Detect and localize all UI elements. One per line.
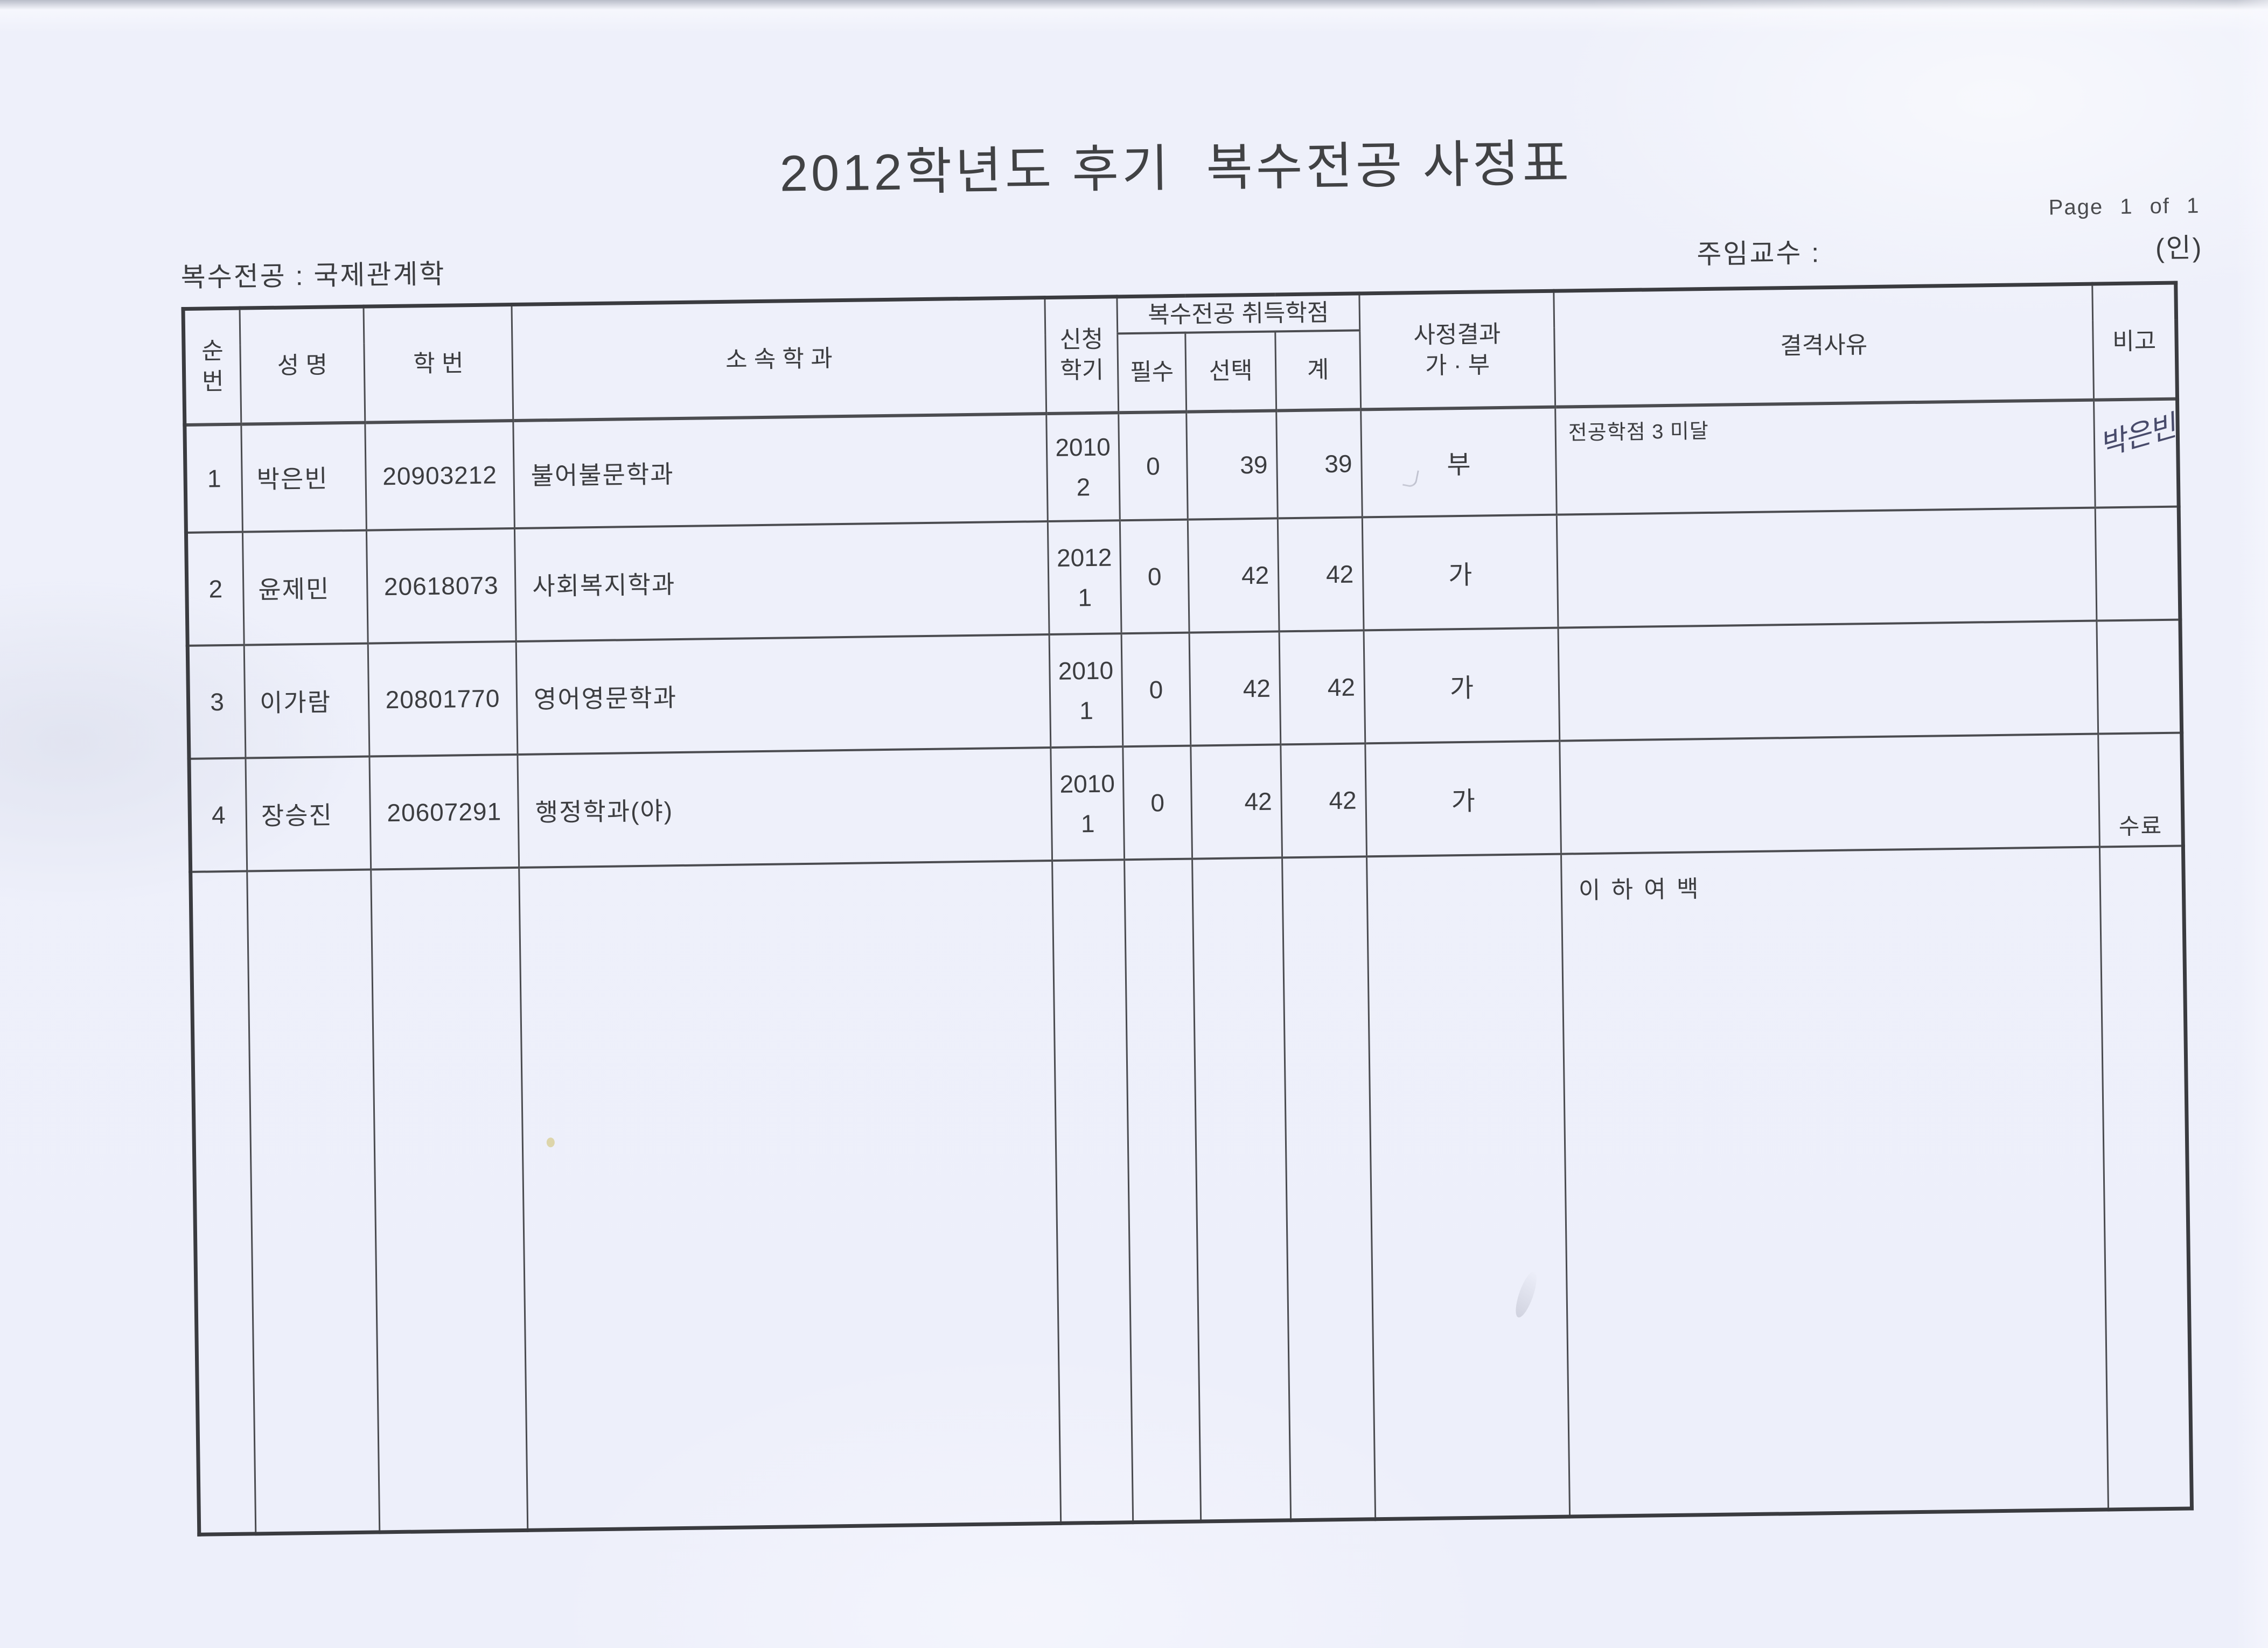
cell-elective-credits: 42 xyxy=(1190,744,1282,859)
professor-label: 주임교수 : xyxy=(1697,238,1821,270)
col-header-required: 필수 xyxy=(1117,332,1187,413)
professor-row: 주임교수 : (인) xyxy=(1697,226,2203,271)
cell-note xyxy=(2095,506,2180,621)
cell-reject-reason xyxy=(1559,734,2100,854)
cell-note: 박은빈 xyxy=(2093,399,2179,508)
cell-student-id: 20607291 xyxy=(369,754,519,870)
cell-total-credits: 42 xyxy=(1279,630,1365,744)
cell-required-credits: 0 xyxy=(1121,632,1191,746)
term-year: 2010 xyxy=(1059,769,1115,798)
cell-department: 불어불문학과 xyxy=(513,413,1048,528)
col-header-reason: 결격사유 xyxy=(1553,284,2094,407)
cell-result: 가 xyxy=(1364,627,1560,743)
cell-empty xyxy=(247,869,380,1534)
cell-apply-term: 2010 2 xyxy=(1046,412,1120,521)
assessment-table: 순 번 성 명 학 번 소 속 학 과 신청 학기 복수전공 취득학점 사정결과… xyxy=(181,281,2194,1537)
cell-apply-term: 2010 1 xyxy=(1049,633,1123,748)
term-semester: 1 xyxy=(1080,809,1095,837)
double-major-label: 복수전공 : 국제관계학 xyxy=(180,259,446,293)
seal-placeholder: (인) xyxy=(2155,232,2203,264)
cell-reject-reason xyxy=(1558,620,2098,741)
cell-elective-credits: 39 xyxy=(1186,410,1278,520)
scan-speck xyxy=(546,1137,555,1148)
col-header-student-id: 학 번 xyxy=(363,304,513,423)
cell-empty xyxy=(190,871,256,1535)
cell-required-credits: 0 xyxy=(1120,519,1190,633)
term-year: 2012 xyxy=(1056,542,1112,572)
col-header-elective: 선택 xyxy=(1185,331,1276,412)
cell-department: 행정학과(야) xyxy=(517,747,1052,868)
term-semester: 1 xyxy=(1078,583,1092,611)
cell-total-credits: 42 xyxy=(1278,516,1364,631)
cell-seq: 1 xyxy=(184,424,243,533)
col-header-apply-term: 신청 학기 xyxy=(1044,296,1119,414)
cell-result: 가 xyxy=(1365,741,1561,856)
cell-student-id: 20618073 xyxy=(366,528,517,644)
term-year: 2010 xyxy=(1058,655,1114,685)
cell-empty xyxy=(1192,857,1291,1521)
cell-note: 수료 xyxy=(2098,732,2183,847)
cell-seq: 2 xyxy=(186,532,245,646)
cell-elective-credits: 42 xyxy=(1189,631,1281,746)
cell-required-credits: 0 xyxy=(1118,411,1188,520)
term-year: 2010 xyxy=(1055,432,1111,462)
cell-result: 가 xyxy=(1362,514,1559,630)
term-semester: 1 xyxy=(1079,696,1094,724)
handwritten-signature: 박은빈 xyxy=(2095,408,2179,463)
cell-total-credits: 42 xyxy=(1280,743,1367,857)
cell-empty xyxy=(1124,858,1201,1523)
cell-department: 사회복지학과 xyxy=(514,521,1050,641)
cell-empty xyxy=(2099,846,2192,1510)
col-header-name: 성 명 xyxy=(240,306,365,424)
cell-seq: 3 xyxy=(187,645,246,759)
col-header-department: 소 속 학 과 xyxy=(511,297,1046,421)
col-header-sum: 계 xyxy=(1275,330,1361,410)
cell-apply-term: 2012 1 xyxy=(1048,520,1122,634)
cell-reject-reason xyxy=(1557,507,2097,628)
cell-result: 부 xyxy=(1360,407,1557,517)
cell-empty xyxy=(1282,856,1376,1520)
cell-seq: 4 xyxy=(189,758,247,872)
filler-note: 이 하 여 백 xyxy=(1561,847,2109,1517)
cell-empty xyxy=(371,867,528,1532)
cell-reject-reason: 전공학점 3 미달 xyxy=(1555,400,2096,515)
empty-filler-row: 이 하 여 백 xyxy=(190,846,2192,1535)
cell-total-credits: 39 xyxy=(1276,409,1363,518)
cell-empty xyxy=(1052,859,1133,1524)
cell-name: 이가람 xyxy=(244,643,369,758)
cell-required-credits: 0 xyxy=(1122,745,1192,860)
cell-apply-term: 2010 1 xyxy=(1050,746,1125,861)
cell-name: 장승진 xyxy=(245,756,371,871)
cell-department: 영어영문학과 xyxy=(516,634,1051,755)
col-header-credits-group: 복수전공 취득학점 xyxy=(1116,293,1360,333)
col-header-seq: 순 번 xyxy=(183,308,241,425)
cell-name: 박은빈 xyxy=(241,422,367,532)
cell-student-id: 20903212 xyxy=(365,420,515,530)
cell-student-id: 20801770 xyxy=(368,641,518,757)
cell-empty xyxy=(1366,854,1570,1519)
note-text: 수료 xyxy=(2118,813,2163,839)
cell-empty xyxy=(519,860,1061,1531)
col-header-note: 비고 xyxy=(2092,283,2178,400)
page-indicator: Page 1 of 1 xyxy=(2048,193,2200,220)
cell-name: 윤제민 xyxy=(242,530,368,645)
cell-note xyxy=(2096,619,2182,734)
term-semester: 2 xyxy=(1076,473,1091,501)
col-header-result: 사정결과 가 · 부 xyxy=(1359,291,1555,409)
cell-elective-credits: 42 xyxy=(1188,518,1280,633)
